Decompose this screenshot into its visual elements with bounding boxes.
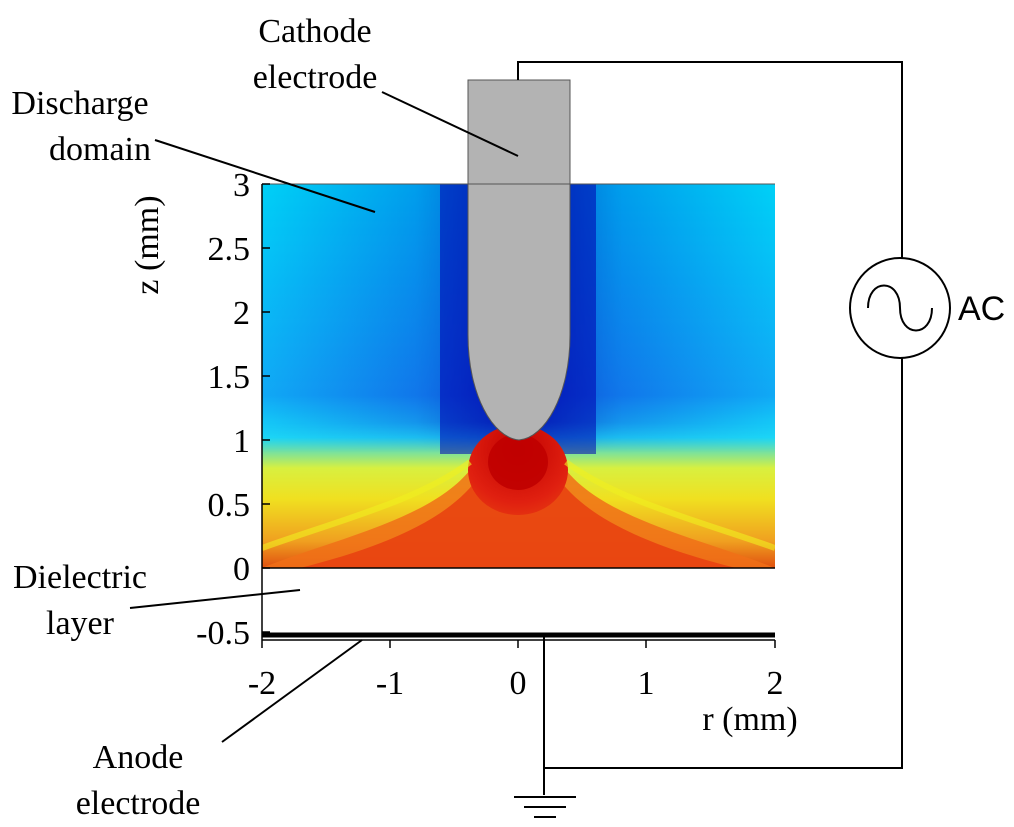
x-tick: -1 <box>376 665 404 702</box>
y-tick: 3 <box>233 167 250 204</box>
anode-label-line1: Anode <box>93 739 184 776</box>
x-tick-labels: -2 -1 0 1 2 <box>248 665 784 702</box>
discharge-label-line2: domain <box>49 131 151 168</box>
dielectric-label-line2: layer <box>46 605 115 642</box>
y-tick: -0.5 <box>196 615 250 652</box>
dielectric-layer <box>262 568 775 633</box>
y-tick: 0.5 <box>208 487 251 524</box>
circuit-wiring <box>517 61 903 795</box>
y-tick: 2 <box>233 295 250 332</box>
dielectric-leader <box>129 589 301 609</box>
cathode-label-line2: electrode <box>253 59 378 96</box>
y-tick-labels: 3 2.5 2 1.5 1 0.5 0 -0.5 <box>196 167 250 652</box>
x-tick: -2 <box>248 665 276 702</box>
y-tick: 0 <box>233 551 250 588</box>
ac-source-label: AC <box>958 290 1005 328</box>
y-tick: 2.5 <box>208 231 251 268</box>
cathode-leader <box>381 91 519 157</box>
cathode-electrode <box>467 79 571 441</box>
y-axis-label: z (mm) <box>129 195 166 294</box>
discharge-leader <box>154 139 376 213</box>
x-tick: 0 <box>510 665 527 702</box>
y-tick: 1.5 <box>208 359 251 396</box>
axes <box>261 183 776 648</box>
discharge-label-line1: Discharge <box>11 85 148 122</box>
anode-leader <box>221 639 363 743</box>
x-tick: 2 <box>767 665 784 702</box>
anode-label-line2: electrode <box>76 785 201 822</box>
x-tick: 1 <box>638 665 655 702</box>
cathode-label-line1: Cathode <box>258 13 371 50</box>
y-tick: 1 <box>233 423 250 460</box>
ac-source-icon <box>849 257 951 359</box>
dielectric-label-line1: Dielectric <box>13 559 147 596</box>
x-axis-label: r (mm) <box>702 701 797 738</box>
ground-icon <box>514 796 576 818</box>
